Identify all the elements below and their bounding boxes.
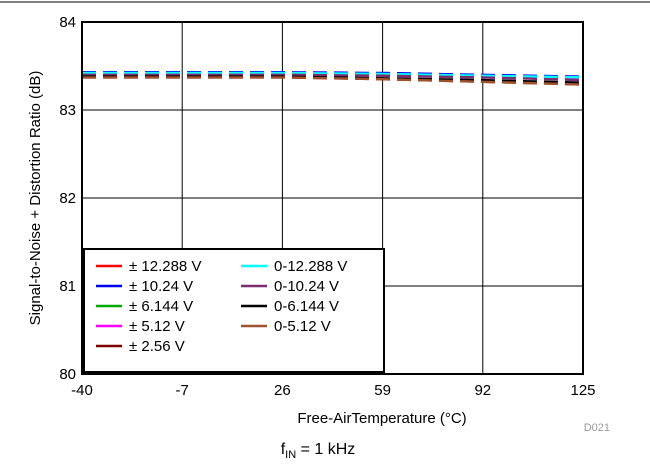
figure-code: D021 [584,422,610,434]
caption-subscript: IN [285,449,296,459]
legend-label: ± 5.12 V [129,318,185,335]
legend-box [83,248,385,373]
caption: fIN = 1 kHz [281,441,356,459]
y-tick-label: 83 [59,102,76,119]
y-axis-label: Signal-to-Noise + Distortion Ratio (dB) [27,71,44,326]
x-tick-labels: -40 -7 26 59 92 125 [71,382,595,399]
x-tick-label: 92 [474,382,491,399]
x-tick-label: -40 [71,382,93,399]
x-tick-label: 125 [570,382,595,399]
plot-frame [81,21,584,375]
legend-label: 0-12.288 V [274,258,347,275]
x-tick-label: 26 [274,382,291,399]
y-tick-label: 84 [59,14,76,31]
y-tick-labels: 80 81 82 83 84 [59,14,76,383]
legend-label: ± 10.24 V [129,278,193,295]
x-axis-label: Free-AirTemperature (°C) [297,410,466,427]
series-group [82,71,584,86]
y-tick-label: 80 [59,366,76,383]
legend-label: 0-10.24 V [274,278,339,295]
legend-label: ± 2.56 V [129,338,185,355]
legend-label: ± 6.144 V [129,298,193,315]
caption-f: f [281,441,286,458]
legend-label: 0-6.144 V [274,298,339,315]
x-tick-label: -7 [176,382,189,399]
legend-label: ± 12.288 V [129,258,201,275]
legend-label: 0-5.12 V [274,318,331,335]
caption-rest: = 1 kHz [296,441,355,458]
y-tick-label: 81 [59,278,76,295]
y-tick-label: 82 [59,190,76,207]
x-tick-label: 59 [374,382,391,399]
legend: ± 12.288 V ± 10.24 V ± 6.144 V ± 5.12 V ± 2.… [83,248,385,373]
